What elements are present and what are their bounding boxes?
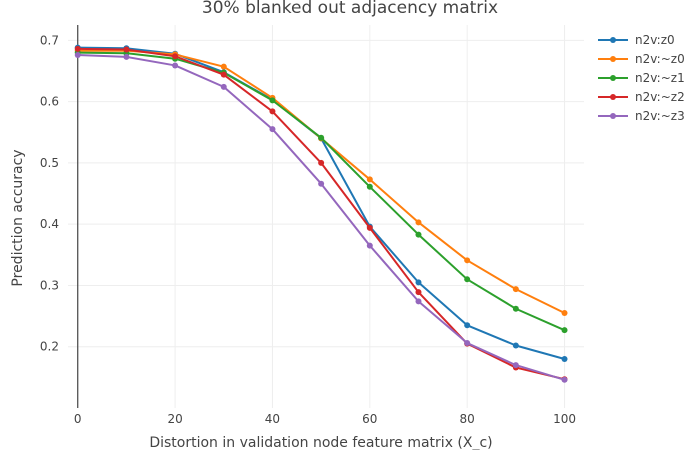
data-point — [464, 276, 471, 283]
data-point — [512, 286, 519, 293]
series-line — [77, 51, 565, 332]
data-point — [561, 355, 568, 362]
data-point — [512, 305, 519, 312]
data-point — [561, 310, 568, 317]
data-point — [172, 62, 179, 69]
data-point — [366, 242, 373, 249]
y-tick-label: 0.6 — [40, 95, 59, 109]
data-point — [415, 279, 422, 286]
data-point — [561, 327, 568, 334]
data-point — [269, 126, 276, 133]
legend-swatch-marker — [610, 113, 616, 119]
series-0 — [74, 44, 568, 362]
x-tick-label: 60 — [362, 412, 377, 426]
chart-title: 30% blanked out adjacency matrix — [202, 0, 498, 18]
x-tick-label: 80 — [460, 412, 475, 426]
data-point — [318, 180, 325, 187]
legend-item: n2v:~z2 — [598, 90, 685, 104]
data-point — [464, 322, 471, 329]
x-tick-label: 0 — [74, 412, 82, 426]
legend-item: n2v:z0 — [598, 33, 675, 47]
data-point — [220, 83, 227, 90]
legend-label: n2v:~z2 — [635, 90, 685, 104]
data-point — [74, 52, 81, 59]
data-point — [366, 176, 373, 183]
grid — [68, 25, 584, 408]
data-point — [464, 340, 471, 347]
legend-item: n2v:~z0 — [598, 52, 685, 66]
y-tick-label: 0.2 — [40, 340, 59, 354]
x-tick-label: 20 — [167, 412, 182, 426]
data-point — [123, 53, 130, 60]
x-tick-label: 100 — [553, 412, 576, 426]
legend-label: n2v:~z1 — [635, 71, 685, 85]
data-point — [220, 71, 227, 78]
data-point — [415, 289, 422, 296]
legend-swatch-marker — [610, 94, 616, 100]
data-point — [415, 231, 422, 238]
legend: n2v:z0 n2v:~z0 n2v:~z1 n2v:~z2 n2v:~z3 — [598, 33, 685, 123]
data-point — [512, 362, 519, 369]
series-line — [77, 47, 565, 381]
y-axis-label: Prediction accuracy — [10, 149, 26, 286]
data-point — [172, 53, 179, 60]
data-point — [269, 97, 276, 104]
legend-swatch-marker — [610, 56, 616, 62]
series-2 — [74, 49, 568, 334]
data-point — [512, 342, 519, 349]
y-tick-label: 0.4 — [40, 217, 59, 231]
data-point — [318, 159, 325, 166]
series-line — [77, 54, 565, 381]
legend-item: n2v:~z3 — [598, 109, 685, 123]
data-point — [561, 376, 568, 383]
data-point — [415, 298, 422, 305]
data-point — [415, 219, 422, 226]
tick-labels: 0.2 0.3 0.4 0.5 0.6 0.7 0 20 40 60 80 100 — [40, 33, 576, 426]
legend-label: n2v:~z3 — [635, 109, 685, 123]
data-point — [464, 257, 471, 264]
data-point — [74, 45, 81, 52]
legend-item: n2v:~z1 — [598, 71, 685, 85]
data-point — [123, 46, 130, 53]
y-tick-label: 0.5 — [40, 156, 59, 170]
legend-swatch-marker — [610, 37, 616, 43]
series-line — [77, 46, 565, 360]
data-point — [220, 63, 227, 70]
legend-swatch-marker — [610, 75, 616, 81]
legend-label: n2v:z0 — [635, 33, 675, 47]
legend-label: n2v:~z0 — [635, 52, 685, 66]
data-point — [366, 183, 373, 190]
y-tick-label: 0.3 — [40, 278, 59, 292]
series-4 — [74, 52, 568, 383]
series-3 — [74, 45, 568, 383]
data-point — [366, 224, 373, 231]
y-tick-label: 0.7 — [40, 33, 59, 47]
data-point — [269, 108, 276, 115]
x-tick-label: 40 — [265, 412, 280, 426]
series-layer — [74, 44, 568, 383]
x-axis-label: Distortion in validation node feature ma… — [149, 435, 492, 450]
data-point — [318, 134, 325, 141]
